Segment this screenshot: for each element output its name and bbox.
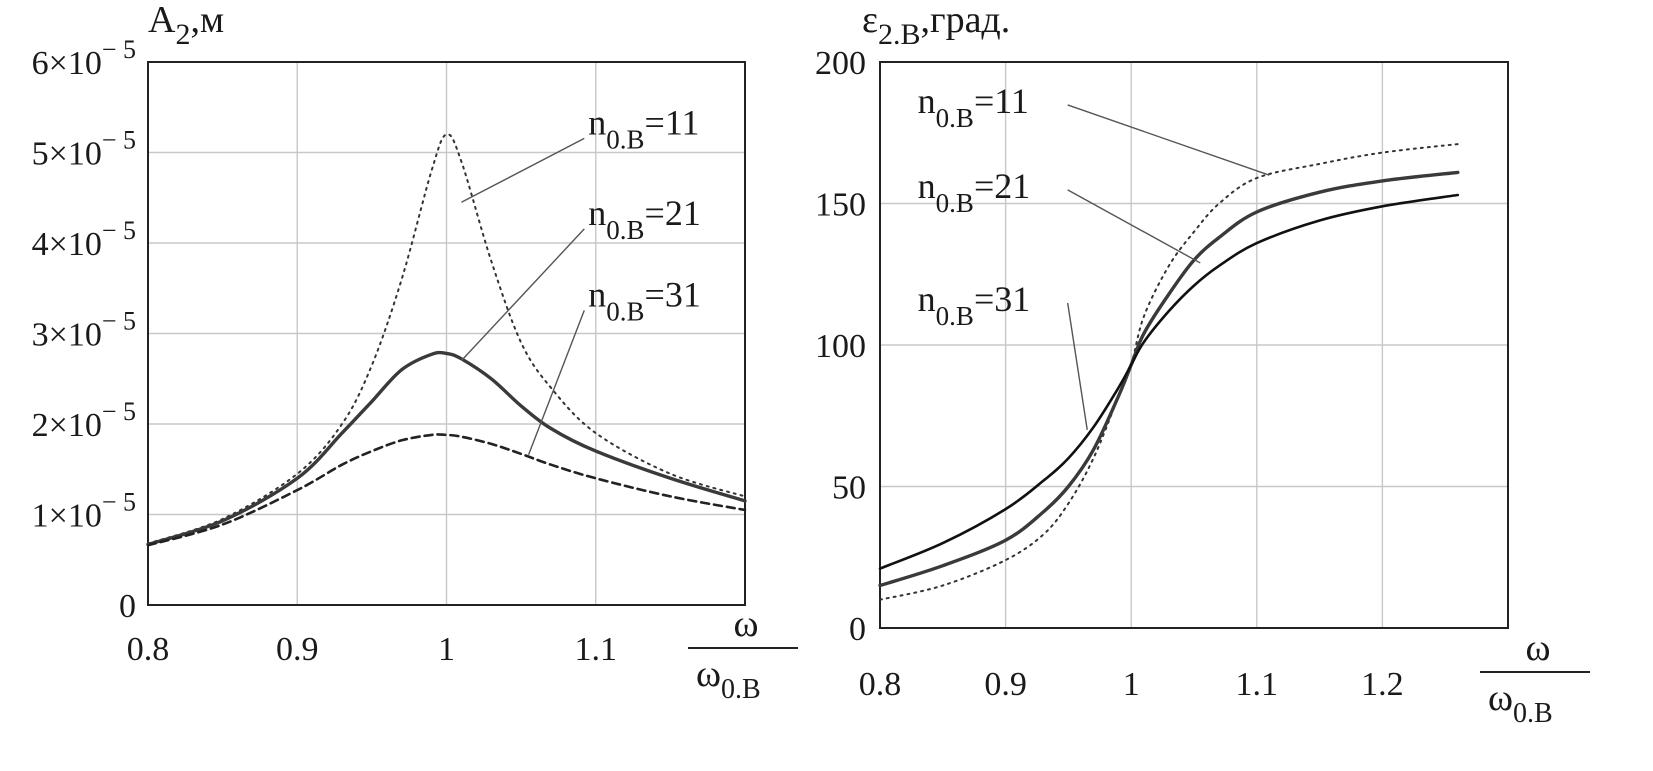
x-axis-label: ω ω0.B bbox=[688, 603, 798, 705]
y-tick-label: 2×10− 5 bbox=[32, 397, 136, 444]
phase-chart: 0.8 0.9 1 1.1 1.2 0 50 100 150 200 n0.B=11 n0.B=21 n… bbox=[815, 0, 1590, 729]
annotation-label: n0.B=11 bbox=[588, 102, 699, 154]
annotation-leader bbox=[1067, 189, 1201, 264]
x-tick-label: 1.2 bbox=[1361, 666, 1404, 703]
x-tick-label: 0.8 bbox=[127, 631, 170, 668]
annotation-label: n0.B=31 bbox=[918, 279, 1031, 331]
x-axis-label: ω ω0.B bbox=[1480, 627, 1590, 729]
annotation-leader bbox=[1067, 104, 1270, 176]
series-line-solid2 bbox=[878, 193, 1460, 570]
annotation-label: n0.B=11 bbox=[918, 81, 1029, 133]
x-label-numerator: ω bbox=[1525, 627, 1550, 669]
y-tick-label: 100 bbox=[815, 328, 866, 365]
x-label-denominator: ω0.B bbox=[1488, 677, 1553, 729]
y-axis-label: ε2.B,град. bbox=[862, 0, 1010, 51]
y-tick-label: 1×10− 5 bbox=[32, 488, 136, 535]
series-line-dotted bbox=[879, 143, 1459, 601]
annotation-leader bbox=[461, 137, 585, 203]
y-tick-label: 150 bbox=[815, 187, 866, 224]
x-tick-label: 1 bbox=[438, 631, 455, 668]
x-label-denominator: ω0.B bbox=[696, 653, 761, 705]
y-tick-label: 5×10− 5 bbox=[32, 126, 136, 173]
y-tick-label: 3×10− 5 bbox=[32, 307, 136, 354]
y-axis-label: A2,м bbox=[148, 0, 224, 51]
y-tick-label: 200 bbox=[815, 45, 866, 82]
annotation-label: n0.B=21 bbox=[588, 193, 701, 245]
annotation-label: n0.B=21 bbox=[918, 166, 1031, 218]
series-line-solid bbox=[878, 170, 1460, 588]
y-tick-label: 0 bbox=[849, 611, 866, 648]
grid bbox=[148, 62, 745, 605]
x-tick-label: 0.9 bbox=[276, 631, 319, 668]
grid bbox=[880, 62, 1508, 628]
y-tick-label: 50 bbox=[832, 470, 866, 507]
y-tick-label: 4×10− 5 bbox=[32, 216, 136, 263]
x-tick-label: 1.1 bbox=[575, 631, 618, 668]
amplitude-chart: 0.8 0.9 1 1.1 0 1×10− 5 2×10− 5 3×10− 5 4×10− 5 5… bbox=[32, 0, 798, 705]
x-tick-label: 1.1 bbox=[1236, 666, 1279, 703]
x-tick-label: 0.9 bbox=[984, 666, 1027, 703]
annotation-label: n0.B=31 bbox=[588, 274, 701, 326]
x-label-numerator: ω bbox=[733, 603, 758, 645]
annotation-leader bbox=[527, 310, 585, 456]
plot-frame bbox=[147, 61, 746, 606]
annotation-leader bbox=[1066, 302, 1088, 431]
annotation-leader bbox=[460, 228, 585, 362]
x-tick-label: 0.8 bbox=[859, 666, 902, 703]
x-tick-label: 1 bbox=[1123, 666, 1140, 703]
y-tick-label: 0 bbox=[119, 588, 136, 625]
plot-frame bbox=[879, 61, 1509, 629]
y-tick-label: 6×10− 5 bbox=[32, 35, 136, 82]
series-line-solid bbox=[146, 350, 747, 547]
series-line-dashed bbox=[146, 433, 747, 547]
